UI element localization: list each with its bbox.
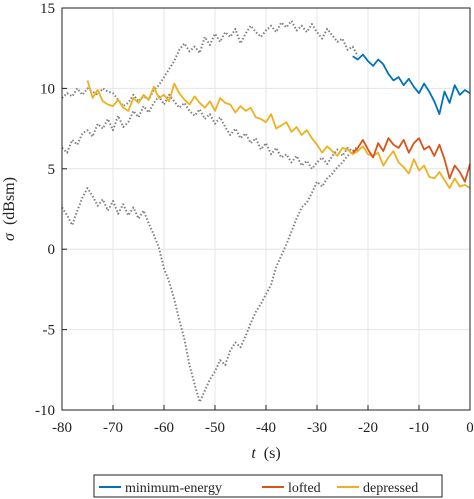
x-axis-variable: t [251,445,256,462]
x-axis-label: t (s) [251,445,280,462]
x-tick-label: -30 [307,420,327,436]
x-axis-unit: (s) [264,445,281,462]
series-layer [61,19,471,403]
x-tick-label: -20 [358,420,378,436]
y-tick-label: 5 [48,162,56,178]
dotted-trace-3 [61,148,359,403]
y-axis-label: σ (dBsm) [1,177,18,241]
x-tick-label: 0 [466,420,474,436]
series-line-depressed [86,80,471,190]
x-tick-label: -40 [256,420,276,436]
series-line-minimum-energy [352,53,471,115]
x-tick-label: -10 [409,420,429,436]
x-tick-label: -80 [52,420,72,436]
legend-label-depressed: depressed [363,481,418,496]
dotted-trace-2 [61,93,359,170]
legend: minimum-energy lofted depressed [93,474,443,498]
x-tick-label: -70 [103,420,123,436]
y-axis-variable: σ [1,232,18,241]
series-line-lofted [352,137,471,183]
x-tick-label: -50 [205,420,225,436]
y-tick-label: 15 [40,1,55,17]
legend-label-minimum-energy: minimum-energy [125,481,222,496]
y-tick-label: 10 [40,81,55,97]
y-tick-label: -5 [43,323,56,339]
y-axis-unit: (dBsm) [1,177,18,225]
x-tick-label: -60 [154,420,174,436]
y-tick-label: -10 [35,403,55,419]
legend-label-lofted: lofted [288,481,321,496]
dotted-trace-1 [61,19,359,108]
y-tick-label: 0 [48,242,56,258]
